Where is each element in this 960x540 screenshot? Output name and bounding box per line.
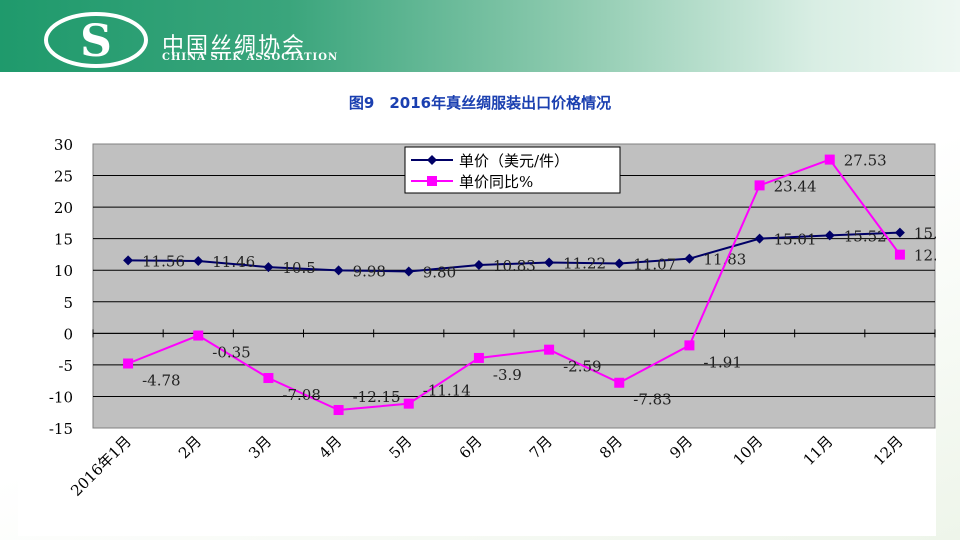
x-tick-label: 2016年1月 [67,432,135,500]
x-tick-label: 4月 [315,432,345,462]
y-tick-label: 0 [63,325,73,343]
org-name-en: CHINA SILK ASSOCIATION [162,52,339,63]
org-name-cn: 中国丝绸协会 [162,34,307,59]
data-label: 11.56 [142,252,185,270]
data-point-square [263,373,274,384]
y-tick-label: 25 [54,168,73,186]
x-tick-label: 6月 [456,432,486,462]
x-tick-label: 7月 [526,432,556,462]
y-tick-label: -15 [49,420,73,438]
y-tick-label: 15 [54,231,73,249]
x-tick-label: 12月 [870,432,907,469]
legend-marker-diamond [427,155,437,165]
data-label: -0.35 [212,344,250,362]
data-point-diamond [473,259,484,270]
header-banner: S 中国丝绸协会 CHINA SILK ASSOCIATION [0,0,960,72]
data-point-diamond [403,266,414,277]
data-label: -3.9 [493,366,522,384]
series-line-0 [128,231,900,273]
data-point-diamond [684,253,695,264]
data-point-square [333,405,344,416]
data-point-square [193,330,204,341]
data-point-diamond [544,257,555,268]
data-label: -7.83 [633,391,671,409]
data-label: 11.22 [563,255,606,273]
legend-label: 单价（美元/件） [459,152,569,170]
data-point-diamond [894,227,905,238]
data-label: 11.07 [633,255,676,273]
data-point-square [754,180,765,191]
data-point-diamond [754,233,765,244]
y-tick-label: 10 [54,262,73,280]
data-label: -4.78 [142,372,180,390]
x-tick-label: 2月 [175,432,205,462]
x-tick-label: 8月 [596,432,626,462]
y-tick-label: 20 [54,199,73,217]
data-label: -7.08 [282,386,320,404]
y-tick-label: 5 [63,294,73,312]
x-tick-label: 11月 [800,432,837,469]
data-point-square [894,249,905,260]
data-label: -11.14 [423,382,471,400]
legend [404,146,621,194]
data-label: -1.91 [703,353,741,371]
data-label: 23.44 [774,177,817,195]
data-label: -12.15 [353,388,401,406]
data-label: 15.96 [914,225,936,243]
legend-label: 单价同比% [459,173,533,191]
china-silk-association-logo: S [44,12,148,68]
data-label: 15.52 [844,227,887,245]
chart-area: -15 -10 -5 0 5 10 15 20 25 30 2016年1月 2月 3月 4月 5月 6月 7月 8… [18,118,957,536]
data-label: 10.5 [282,259,315,277]
data-label: 12.47 [914,247,936,265]
line-chart: -15 -10 -5 0 5 10 15 20 25 30 2016年1月 2月 3月 4月 5月 6月 7月 8… [49,136,957,500]
data-point-diamond [193,256,204,267]
data-point-square [123,358,134,369]
y-tick-label: 30 [54,136,73,154]
data-label: 9.80 [423,263,456,281]
x-tick-label: 5月 [385,432,415,462]
data-label: 11.46 [212,253,255,271]
x-tick-label: 10月 [730,432,767,469]
chart-title: 图9 2016年真丝绸服装出口价格情况 [348,94,612,112]
data-point-square [473,352,484,363]
y-tick-label: -10 [49,388,73,406]
legend-marker-square [427,176,437,186]
data-point-square [824,154,835,165]
data-label: 9.98 [353,262,386,280]
data-point-diamond [123,255,134,266]
y-tick-label: -5 [58,357,73,375]
data-point-square [544,344,555,355]
data-label: 27.53 [844,152,887,170]
svg-text:S: S [80,16,112,67]
data-label: -2.59 [563,358,601,376]
data-point-square [684,340,695,351]
data-label: 15.01 [774,231,817,249]
data-point-square [614,377,625,388]
series-line-1 [127,158,901,412]
data-point-diamond [824,230,835,241]
data-point-diamond [263,262,274,273]
x-tick-label: 9月 [666,432,696,462]
x-tick-label: 3月 [245,432,275,462]
data-point-diamond [333,265,344,276]
data-point-square [403,398,414,409]
data-label: 11.83 [703,251,746,269]
data-label: 10.83 [493,257,536,275]
data-point-diamond [614,258,625,269]
